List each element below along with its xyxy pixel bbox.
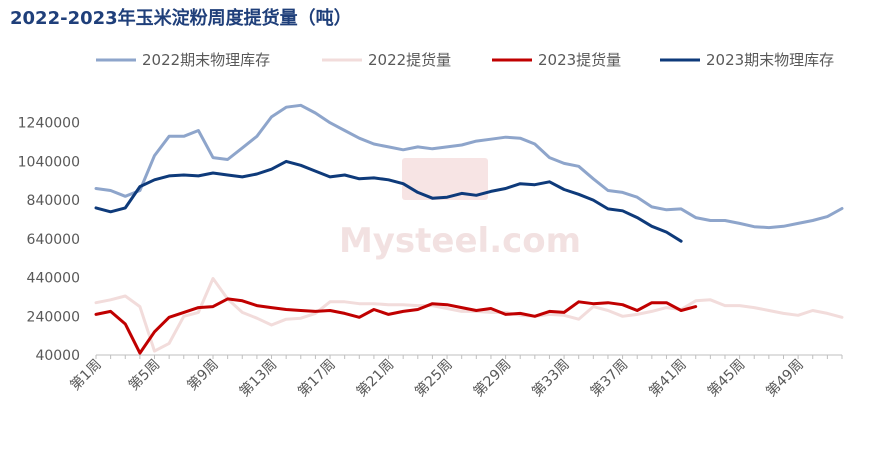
legend-label: 2022期末物理库存 (142, 51, 270, 69)
legend-label: 2023提货量 (538, 51, 621, 69)
y-tick-label: 840000 (27, 193, 80, 209)
series-line-1 (94, 103, 844, 230)
x-tick-label: 第9周 (184, 356, 222, 394)
series-line-2 (94, 277, 844, 353)
y-tick-label: 640000 (27, 232, 80, 248)
mysteel-watermark: Mysteel.com (339, 158, 581, 261)
y-axis: 40000 240000 440000 640000 840000 1040000 1240… (18, 116, 80, 364)
chart-title: 2022-2023年玉米淀粉周度提货量（吨） (10, 8, 352, 29)
x-tick-label: 第37周 (587, 356, 631, 400)
y-tick-label: 440000 (27, 271, 80, 287)
x-tick-label: 第45周 (704, 356, 748, 400)
legend: 2022期末物理库存 2022提货量 2023提货量 2023期末物理库存 (96, 51, 834, 69)
series-line-3 (94, 297, 698, 355)
y-tick-label: 1040000 (18, 154, 80, 170)
watermark-text: Mysteel.com (339, 221, 581, 261)
series-line-4 (94, 159, 683, 243)
legend-label: 2022提货量 (368, 51, 451, 69)
legend-label: 2023期末物理库存 (706, 51, 834, 69)
series-group (94, 103, 844, 355)
y-tick-label: 240000 (27, 309, 80, 325)
x-axis: 第1周 第5周 第9周 第13周 第17周 第21周 第25周 第29周 第33周 第37周 第41… (67, 354, 843, 400)
x-tick-label: 第21周 (353, 356, 397, 400)
x-tick-label: 第33周 (528, 356, 572, 400)
x-tick-label: 第29周 (470, 356, 514, 400)
x-tick-label: 第25周 (411, 356, 455, 400)
x-tick-label: 第41周 (646, 356, 690, 400)
x-tick-label: 第17周 (294, 356, 338, 400)
x-tick-label: 第5周 (125, 356, 163, 394)
x-tick-label: 第49周 (763, 356, 807, 400)
y-tick-label: 40000 (35, 348, 80, 364)
y-tick-label: 1240000 (18, 116, 80, 132)
x-tick-label: 第13周 (236, 356, 280, 400)
